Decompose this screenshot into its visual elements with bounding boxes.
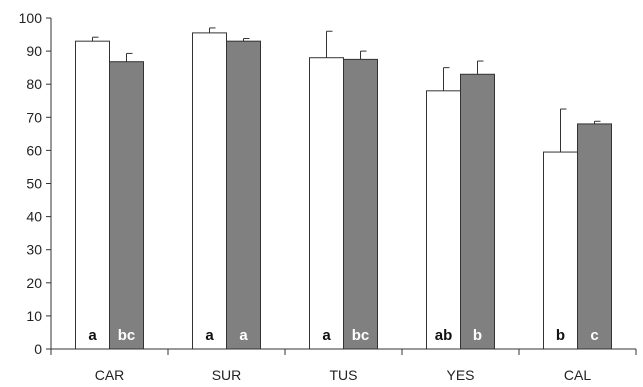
y-tick-label: 90 bbox=[26, 43, 42, 59]
significance-letter: a bbox=[322, 327, 331, 344]
bar-sur-series-2 bbox=[226, 40, 261, 350]
significance-letter: b bbox=[473, 327, 482, 344]
bar-cal-series-1 bbox=[543, 151, 578, 350]
significance-letter: a bbox=[88, 327, 97, 344]
bar-car-series-1 bbox=[75, 40, 110, 350]
bar-tus-series-2 bbox=[343, 58, 378, 350]
y-tick-label: 100 bbox=[19, 10, 43, 26]
significance-letter: a bbox=[205, 327, 214, 344]
y-tick-label: 20 bbox=[26, 275, 42, 291]
significance-letter: bc bbox=[352, 327, 370, 344]
y-tick-label: 80 bbox=[26, 76, 42, 92]
x-category-label: SUR bbox=[212, 367, 242, 383]
y-tick-label: 70 bbox=[26, 109, 42, 125]
x-category-label: CAL bbox=[564, 367, 591, 383]
significance-letter: ab bbox=[435, 327, 453, 344]
significance-letter: bc bbox=[118, 327, 136, 344]
bar-sur-series-1 bbox=[192, 32, 227, 350]
bar-cal-series-2 bbox=[577, 123, 612, 350]
y-tick-label: 0 bbox=[34, 341, 42, 357]
bar-yes-series-2 bbox=[460, 73, 495, 350]
bar-tus-series-1 bbox=[309, 57, 344, 350]
y-axis: 0 10 20 30 40 50 60 70 80 90 100 bbox=[19, 10, 52, 357]
significance-letter: c bbox=[590, 327, 598, 344]
y-tick-label: 60 bbox=[26, 142, 42, 158]
y-tick-label: 10 bbox=[26, 308, 42, 324]
y-tick-label: 50 bbox=[26, 176, 42, 192]
bar-car-series-2 bbox=[109, 61, 144, 350]
y-tick-label: 30 bbox=[26, 242, 42, 258]
x-category-label: CAR bbox=[95, 367, 125, 383]
x-category-label: TUS bbox=[330, 367, 358, 383]
bars: a bc a a a bc ab b b c bbox=[75, 27, 612, 350]
y-tick-label: 40 bbox=[26, 209, 42, 225]
bar-yes-series-1 bbox=[426, 90, 461, 350]
x-category-label: YES bbox=[446, 367, 474, 383]
x-axis: CAR SUR TUS YES CAL bbox=[50, 348, 637, 383]
significance-letter: b bbox=[556, 327, 565, 344]
significance-letter: a bbox=[239, 327, 248, 344]
